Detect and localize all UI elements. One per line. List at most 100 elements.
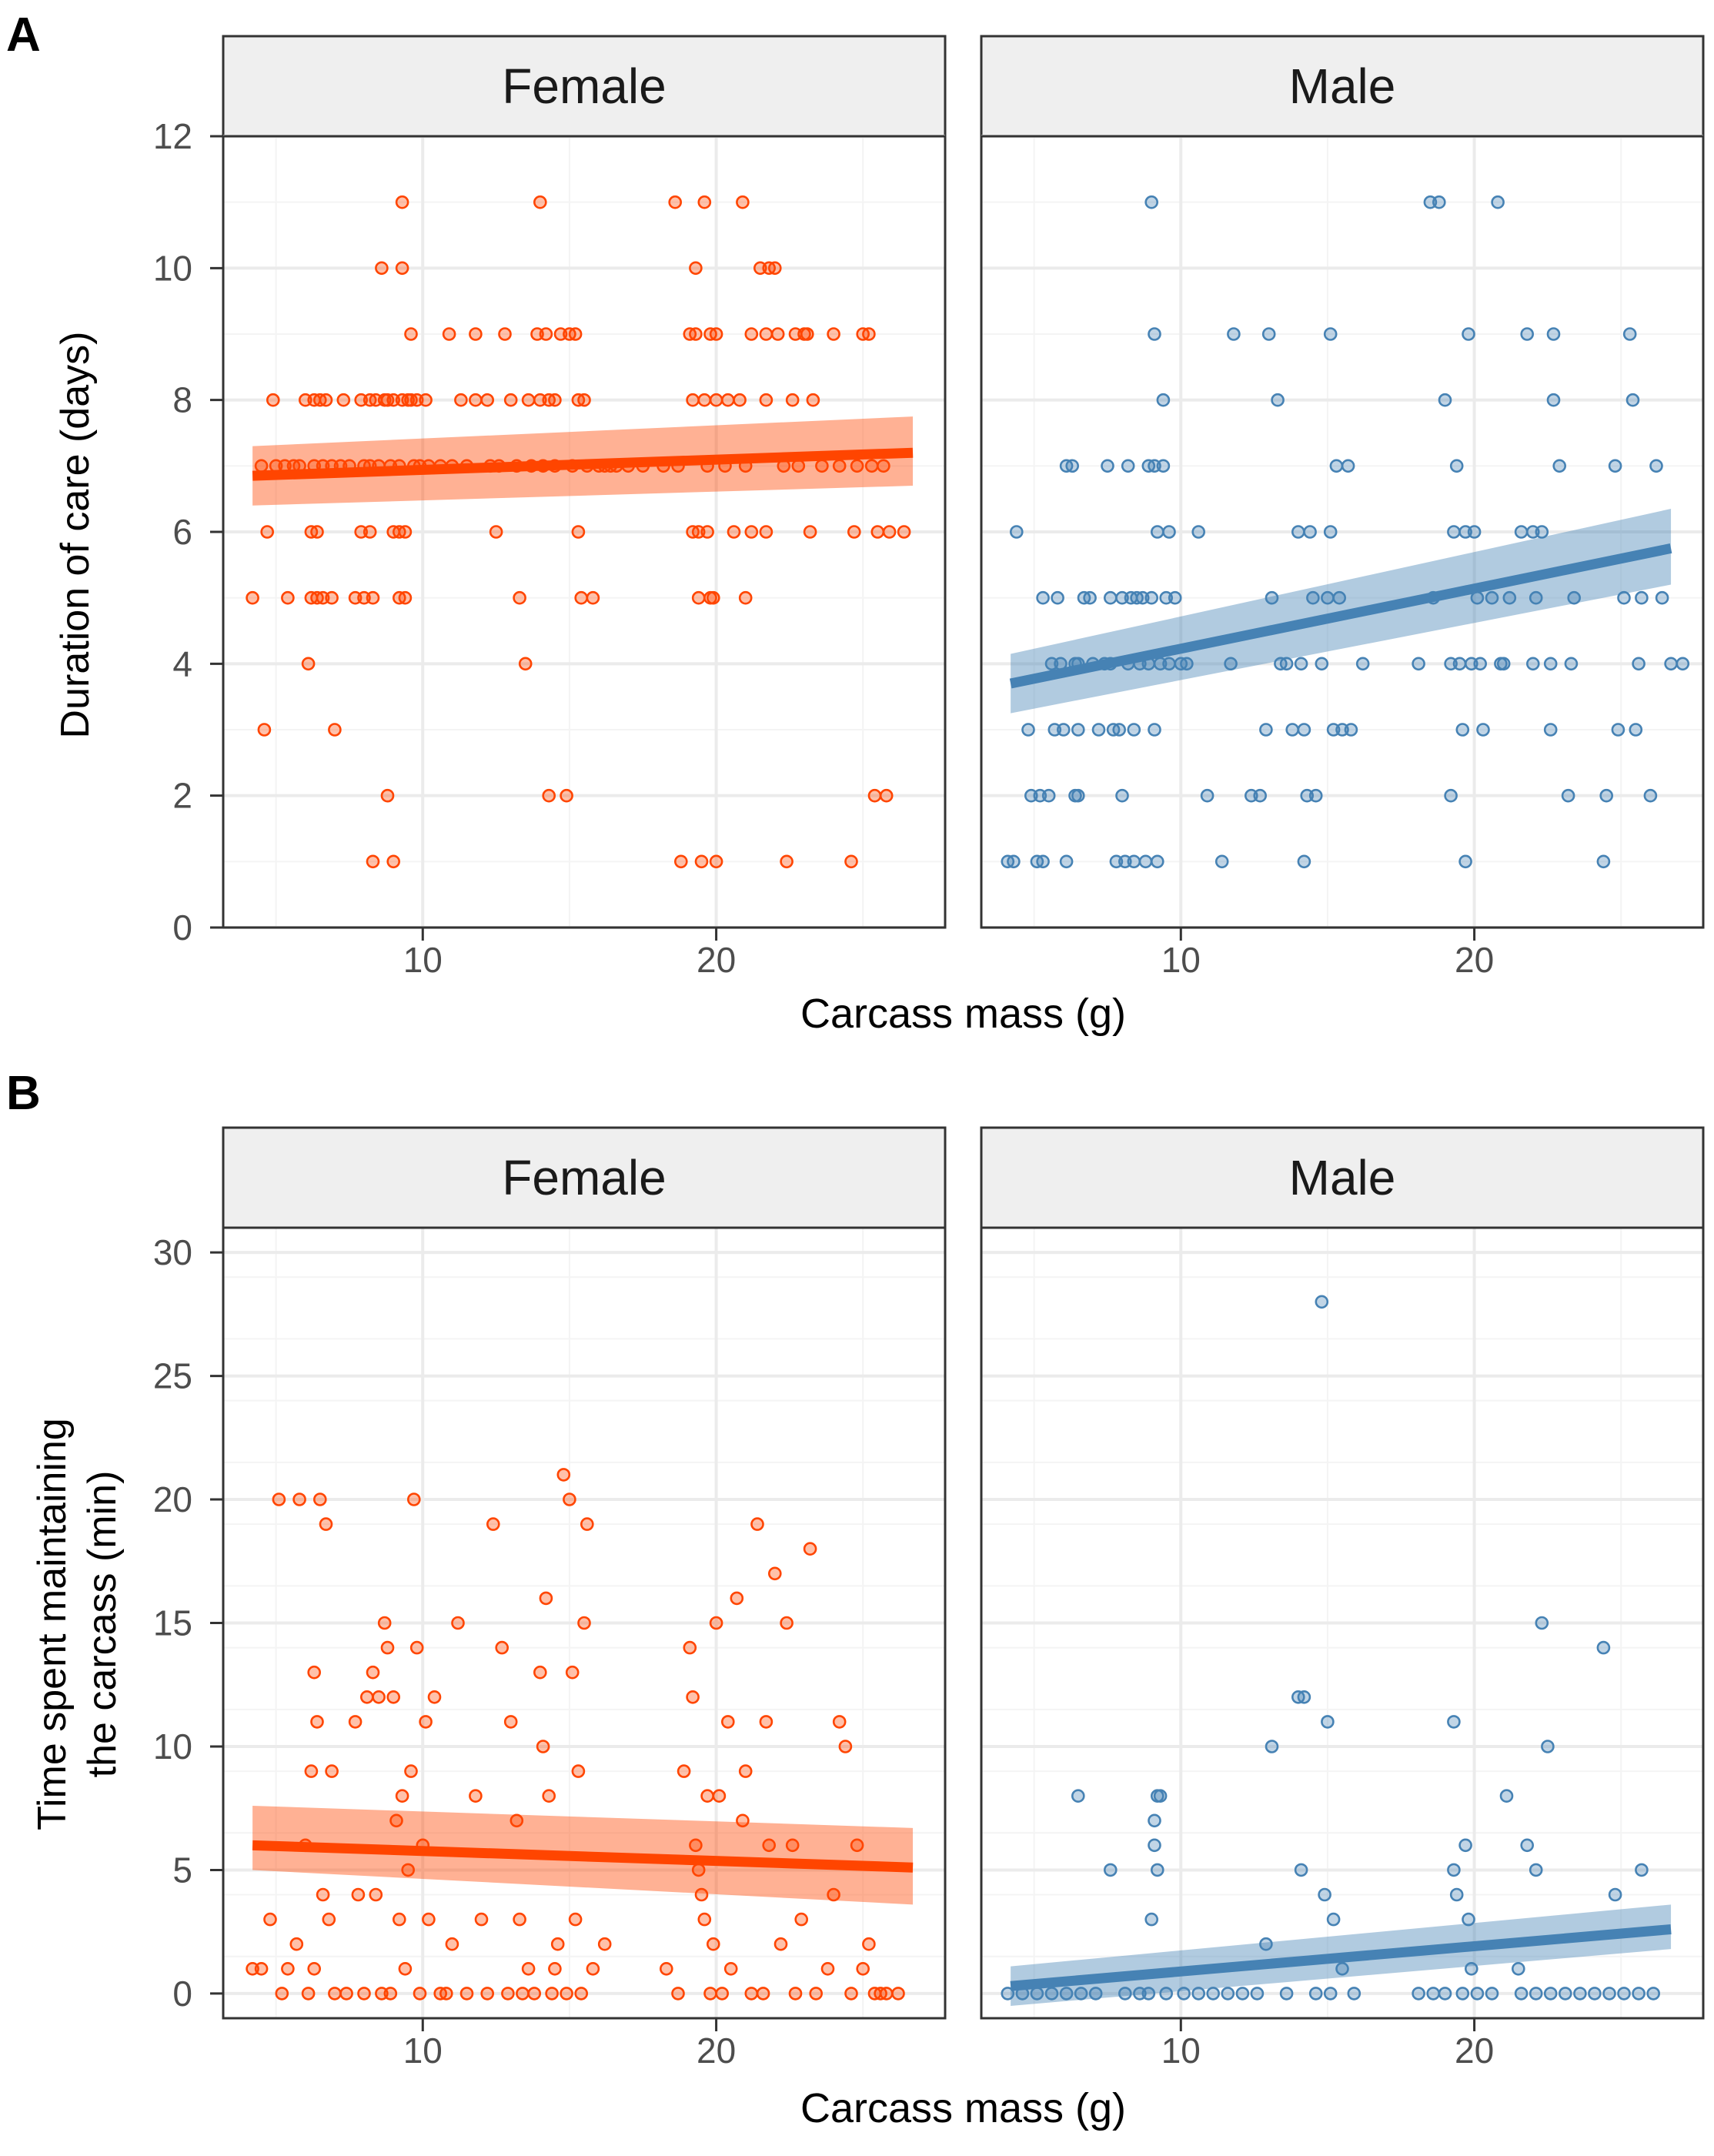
data-point [733,393,747,407]
data-point [744,1987,759,2001]
data-point [521,1962,536,1976]
data-point [1491,195,1505,209]
data-point [1191,1987,1205,2001]
data-point [409,1640,424,1655]
y-tick-label: 0 [172,1974,192,2014]
data-point [1462,1912,1475,1927]
data-point [536,1740,550,1753]
x-tick-label: 20 [697,940,736,980]
data-point [560,788,573,803]
data-point [1514,525,1529,539]
data-point [1617,1987,1631,2001]
data-point [1552,459,1566,473]
data-point [328,723,342,737]
data-point [750,1517,764,1531]
data-point [257,723,272,737]
y-tick-label: 6 [172,512,192,552]
data-point [1341,459,1355,473]
facet-female: Female 10 20 [222,35,947,980]
data-point [1543,657,1558,671]
data-point [844,854,858,869]
data-point [1335,1962,1349,1976]
data-point [363,525,377,539]
data-point [316,1887,330,1902]
data-point [1115,788,1129,803]
data-point [803,1542,817,1556]
data-point [803,525,817,539]
data-point [1485,1987,1499,2001]
data-point [671,1987,685,2001]
data-point [759,327,773,341]
y-axis-title-line: the carcass (min) [80,1471,125,1778]
data-point [369,1887,383,1902]
data-point [1541,1740,1555,1753]
panel-b-maintenance-time: 0 5 10 15 20 25 30 Time spent maintaining the ca… [30,1126,1705,2131]
y-tick-label: 30 [153,1232,192,1272]
data-point [1559,1987,1572,2001]
data-point [1153,1789,1168,1803]
data-point [706,590,720,605]
data-point [1315,1295,1329,1309]
y-axis-title: Time spent maintaining the carcass (min) [30,1418,125,1830]
data-point [395,1789,409,1803]
data-point [395,261,409,276]
data-point [439,1987,453,2001]
data-point [459,1987,474,2001]
data-point [427,1690,442,1704]
data-point [1611,723,1625,737]
data-point [1485,590,1499,605]
data-point [495,1640,510,1655]
data-point [877,459,890,473]
data-point [1458,1838,1472,1853]
data-point [870,525,885,539]
data-point [809,1987,823,2001]
data-point [1449,459,1464,473]
data-point [386,1690,401,1704]
facet-strip [980,35,1705,138]
data-point [1148,1813,1161,1828]
data-point [263,1912,277,1927]
data-point [697,393,712,407]
data-point [454,393,468,407]
data-point [568,327,583,341]
data-point [1602,1987,1616,2001]
data-point [1010,525,1024,539]
data-point [1162,525,1176,539]
data-point [762,1838,777,1853]
data-point [325,1764,339,1778]
data-point [1432,195,1446,209]
data-point [366,1665,380,1680]
data-point [480,1987,495,2001]
data-point [677,1764,691,1778]
data-point [1306,590,1320,605]
data-point [1271,393,1285,407]
data-point [1438,1987,1452,2001]
y-tick-label: 0 [172,908,192,948]
data-point [401,1863,416,1877]
data-point [366,590,380,605]
data-point [1104,590,1118,605]
data-point [1588,1987,1602,2001]
data-point [856,1962,870,1976]
data-point [723,1962,738,1976]
data-point [1036,590,1050,605]
y-tick-label: 4 [172,643,192,684]
data-point [383,1987,398,2001]
data-point [1118,1987,1132,2001]
data-point [1676,657,1690,671]
data-points [1001,1295,1660,2001]
data-point [744,525,759,539]
data-point [568,1912,583,1927]
data-point [1051,590,1064,605]
data-point [339,1987,353,2001]
data-point [1643,788,1658,803]
data-point [1001,1987,1015,2001]
data-point [372,1690,386,1704]
data-point [1144,195,1158,209]
data-point [744,327,759,341]
data-point [445,1937,459,1951]
data-point [767,261,782,276]
data-point [770,327,785,341]
data-point [673,854,688,869]
data-points [246,1468,905,2001]
